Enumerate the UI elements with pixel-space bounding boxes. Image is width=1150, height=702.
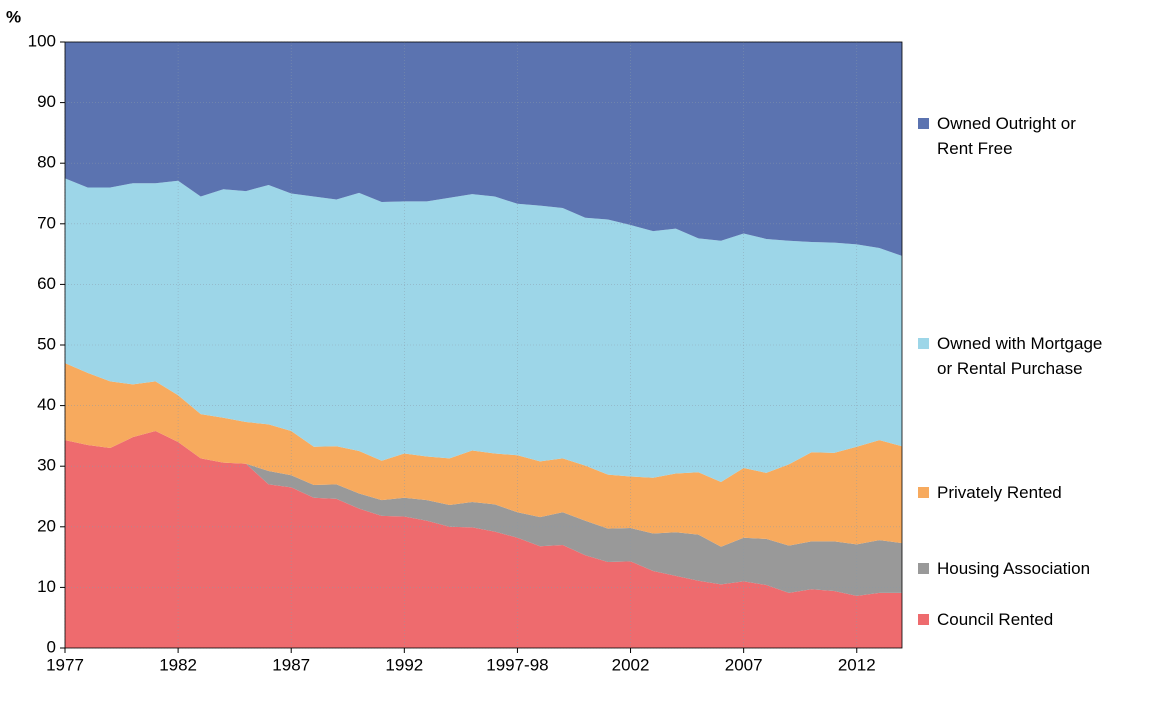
x-tick-label: 1977 <box>46 655 84 674</box>
x-tick-label: 1992 <box>385 655 423 674</box>
legend-item: Owned Outright or Rent Free <box>918 111 1148 161</box>
legend-item: Privately Rented <box>918 480 1148 505</box>
y-tick-label: 20 <box>37 516 56 535</box>
legend-item: Housing Association <box>918 556 1148 581</box>
area <box>65 363 902 547</box>
legend-label: Owned Outright or Rent Free <box>937 114 1076 158</box>
area <box>65 42 902 256</box>
legend-swatch <box>918 487 929 498</box>
area <box>65 431 902 648</box>
y-tick-label: 80 <box>37 153 56 172</box>
legend-swatch <box>918 338 929 349</box>
plot-border <box>64 41 903 649</box>
x-tick-label: 1987 <box>272 655 310 674</box>
x-tick-label: 1997-98 <box>486 655 548 674</box>
x-tick-label: 2012 <box>838 655 876 674</box>
legend-swatch <box>918 118 929 129</box>
legend-item: Owned with Mortgage or Rental Purchase <box>918 331 1148 381</box>
x-tick-label: 2002 <box>612 655 650 674</box>
x-tick-label: 1982 <box>159 655 197 674</box>
area <box>65 431 902 596</box>
y-tick-label: 50 <box>37 334 56 353</box>
x-tick-label: 2007 <box>725 655 763 674</box>
areas <box>65 42 902 648</box>
y-tick-label: 40 <box>37 395 56 414</box>
y-tick-label: 60 <box>37 274 56 293</box>
area <box>65 178 902 482</box>
y-tick-label: 100 <box>28 31 56 50</box>
legend-swatch <box>918 563 929 574</box>
legend-label: Privately Rented <box>937 483 1062 502</box>
y-tick-label: 10 <box>37 577 56 596</box>
y-tick-label: 30 <box>37 456 56 475</box>
legend-label: Council Rented <box>937 610 1054 629</box>
y-axis-label: % <box>6 7 21 26</box>
y-tick-label: 70 <box>37 213 56 232</box>
legend-item: Council Rented <box>918 607 1148 632</box>
y-tick-label: 90 <box>37 92 56 111</box>
legend-label: Owned with Mortgage or Rental Purchase <box>937 334 1103 378</box>
legend-label: Housing Association <box>937 559 1091 578</box>
y-tick-label: 0 <box>47 637 56 656</box>
legend-swatch <box>918 614 929 625</box>
